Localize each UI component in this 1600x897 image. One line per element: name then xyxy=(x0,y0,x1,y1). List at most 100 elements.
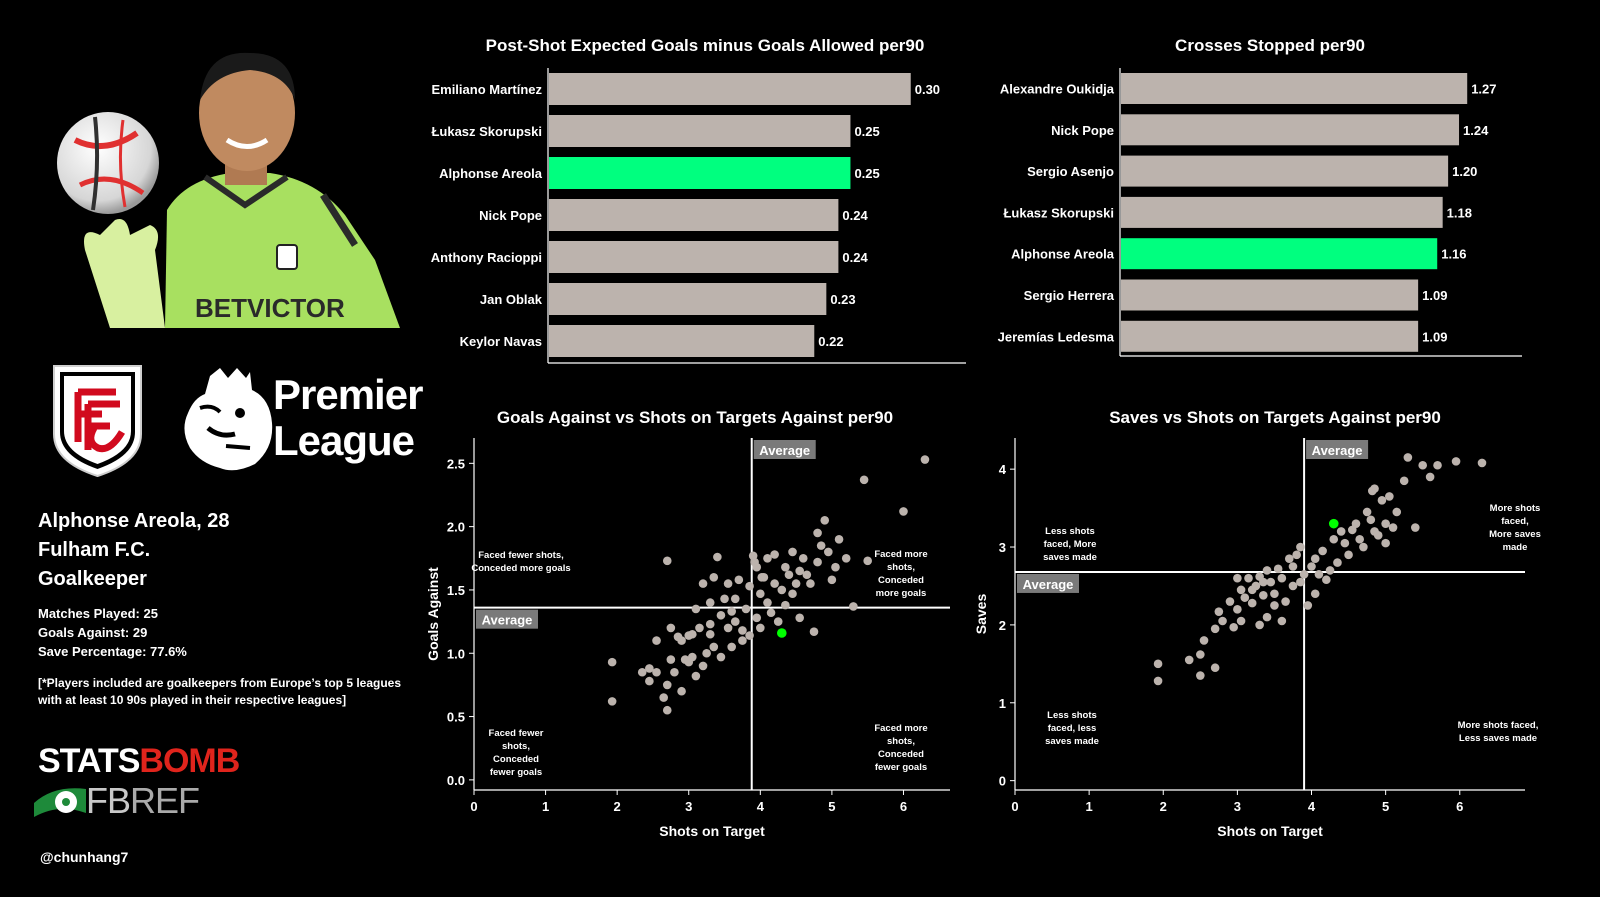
y-axis-label: Saves xyxy=(973,594,989,635)
quadrant-label-bottom-right: Less saves made xyxy=(1459,733,1537,744)
bar xyxy=(549,115,851,147)
scatter-point xyxy=(813,557,822,567)
y-tick-label: 0.0 xyxy=(447,773,465,788)
quadrant-label-top-left: saves made xyxy=(1043,552,1097,563)
lion-icon xyxy=(184,368,273,471)
scatter-point xyxy=(691,671,701,681)
scatter-point xyxy=(1373,531,1383,540)
fbref-text-b: REF xyxy=(130,780,200,821)
average-y-label: Average xyxy=(482,613,533,628)
scatter-goals-against: 0 1 2 3 4 5 6 0.0 0.5 1.0 1.5 2.0 2.5 Shots on Target… xyxy=(425,438,950,839)
scatter-point xyxy=(834,534,844,544)
bar-value-label: 0.24 xyxy=(842,208,868,223)
scatter-point xyxy=(1284,554,1294,564)
scatter-point xyxy=(741,604,751,614)
scatter-point xyxy=(666,655,676,664)
scatter-point xyxy=(802,570,812,580)
scatter-point xyxy=(1229,622,1238,632)
scatter-point xyxy=(1410,523,1420,532)
quadrant-label-bottom-right: More shots faced, xyxy=(1458,720,1539,731)
scatter-point xyxy=(1218,616,1227,626)
player-position: Goalkeeper xyxy=(38,568,147,590)
bar-highlight xyxy=(1121,238,1438,270)
average-y-label: Average xyxy=(1023,577,1074,592)
scatter-point xyxy=(1270,589,1279,599)
x-tick-label: 4 xyxy=(757,799,765,814)
quadrant-label-bottom-right: Faced more xyxy=(874,723,927,734)
bar-category-label: Anthony Racioppi xyxy=(431,250,542,265)
scatter-point xyxy=(1277,573,1287,583)
x-tick-label: 4 xyxy=(1308,799,1316,814)
y-tick-label: 2.5 xyxy=(447,456,465,471)
scatter-point xyxy=(1392,507,1402,517)
scatter-point xyxy=(1236,585,1246,595)
quadrant-label-top-right: shots, xyxy=(887,562,915,573)
scatter-point xyxy=(662,556,672,566)
bar-value-label: 1.27 xyxy=(1471,82,1496,97)
bar-category-label: Łukasz Skorupski xyxy=(431,124,542,139)
scatter-point xyxy=(1351,519,1361,528)
scatter-point xyxy=(1296,542,1305,552)
scatter-point xyxy=(662,680,672,690)
inclusion-note: [*Players included are goalkeepers from … xyxy=(38,676,402,707)
x-tick-label: 5 xyxy=(828,799,835,814)
scatter-point xyxy=(1403,453,1413,462)
svg-text:BETVICTOR: BETVICTOR xyxy=(195,293,345,323)
fbref-text-a: FB xyxy=(86,780,131,821)
x-tick-label: 5 xyxy=(1382,799,1389,814)
scatter-point xyxy=(1347,525,1357,535)
league-name-line2: League xyxy=(273,417,415,464)
author-handle: @chunhang7 xyxy=(40,849,129,865)
scatter-point xyxy=(781,600,790,610)
bar-category-label: Nick Pope xyxy=(479,208,542,223)
save-percentage: Save Percentage: 77.6% xyxy=(38,644,187,659)
bar-value-label: 0.24 xyxy=(842,250,868,265)
scatter-point xyxy=(1233,605,1242,614)
x-tick-label: 3 xyxy=(1234,799,1241,814)
x-tick-label: 2 xyxy=(1160,799,1167,814)
bar xyxy=(1121,73,1468,104)
quadrant-label-top-left: Faced fewer shots, xyxy=(478,550,564,561)
scatter-point xyxy=(1273,564,1283,574)
bar-highlight xyxy=(549,157,851,189)
scatter-point xyxy=(752,613,762,623)
scatter-point xyxy=(1281,597,1290,606)
scatter-point xyxy=(824,547,833,557)
scatter-point xyxy=(788,547,797,557)
scatter-point xyxy=(1277,616,1287,626)
scatter-point xyxy=(1259,591,1268,600)
bar-category-label: Sergio Herrera xyxy=(1024,288,1115,303)
scatter-point xyxy=(863,556,872,566)
bar xyxy=(549,241,839,273)
fbref-ball-icon xyxy=(34,788,86,817)
scatter-point xyxy=(1259,577,1268,587)
club-crest-icon xyxy=(50,362,145,480)
scatter-point xyxy=(763,598,772,607)
scatter-point xyxy=(1262,566,1272,575)
x-tick-label: 2 xyxy=(614,799,621,814)
x-tick-label: 6 xyxy=(1456,799,1463,814)
matches-played: Matches Played: 25 xyxy=(38,606,158,621)
scatter-point xyxy=(1214,607,1224,616)
bar-value-label: 1.18 xyxy=(1447,205,1472,220)
scatter-point xyxy=(798,553,808,563)
bar-value-label: 1.09 xyxy=(1422,288,1447,303)
football-icon xyxy=(57,112,159,214)
scatter-point xyxy=(859,475,869,485)
scatter-point xyxy=(1184,655,1194,665)
quadrant-label-top-right: faced, xyxy=(1501,516,1528,527)
bar-category-label: Nick Pope xyxy=(1051,123,1114,138)
scatter-point xyxy=(677,636,686,645)
scatter-point xyxy=(637,667,647,677)
bar xyxy=(549,199,839,231)
bar-category-label: Jan Oblak xyxy=(480,292,543,307)
scatter-point xyxy=(827,575,837,585)
scatter-point xyxy=(666,623,676,633)
quadrant-label-top-left: faced, More xyxy=(1044,539,1097,550)
average-y-badge xyxy=(476,609,538,629)
scatter-point xyxy=(899,507,908,516)
scatter-point xyxy=(730,594,740,604)
scatter-point xyxy=(705,629,715,639)
scatter-point xyxy=(791,579,801,588)
scatter-point xyxy=(1314,569,1324,579)
